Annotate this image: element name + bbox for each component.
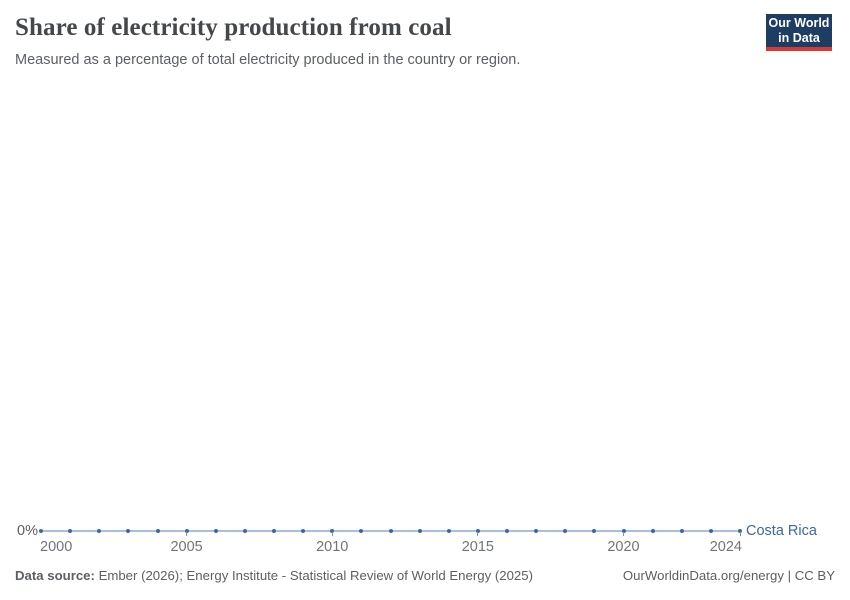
data-point: [621, 529, 626, 533]
page-title: Share of electricity production from coa…: [15, 14, 452, 41]
x-axis-tick-label: 2005: [170, 539, 203, 555]
x-axis-tick-label: 2015: [461, 539, 495, 555]
chart-subtitle: Measured as a percentage of total electr…: [15, 52, 521, 68]
series-label-costa-rica: Costa Rica: [746, 523, 817, 539]
x-axis-tick-mark: [331, 532, 333, 536]
x-axis-tick-mark: [623, 532, 624, 536]
data-point: [184, 529, 189, 533]
data-point: [272, 529, 276, 533]
data-point: [446, 529, 451, 533]
data-point: [97, 529, 102, 533]
data-point: [155, 529, 160, 533]
x-axis-tick-label: 2020: [607, 539, 640, 555]
data-source-text: Ember (2026); Energy Institute - Statist…: [98, 568, 533, 583]
data-point: [388, 529, 393, 533]
data-point: [679, 529, 684, 533]
data-point: [330, 529, 335, 533]
x-axis-tick-label: 2024: [709, 539, 742, 555]
data-point: [213, 529, 218, 533]
data-point: [417, 529, 422, 533]
data-point: [708, 529, 713, 533]
x-axis-tick-mark: [739, 532, 741, 536]
data-point: [39, 529, 43, 533]
data-point: [359, 529, 364, 533]
data-point: [475, 529, 480, 533]
data-point: [68, 529, 73, 533]
x-axis-tick-mark: [477, 532, 479, 536]
data-point: [126, 529, 131, 533]
data-point: [242, 529, 247, 533]
data-point: [650, 529, 655, 533]
y-axis-zero-label: 0%: [17, 523, 38, 539]
owid-logo: Our World in Data: [766, 14, 832, 51]
data-source-label: Data source:: [15, 568, 95, 583]
owid-logo-line1: Our World: [768, 15, 830, 30]
data-point: [534, 529, 539, 533]
data-point: [563, 529, 568, 533]
x-axis-tick-label: 2000: [40, 539, 73, 555]
data-point: [505, 529, 509, 533]
data-point: [592, 529, 597, 533]
x-axis-tick-label: 2010: [316, 539, 349, 555]
data-point: [738, 529, 742, 533]
x-axis-tick-mark: [186, 532, 188, 536]
credit-note: OurWorldinData.org/energy | CC BY: [622, 568, 835, 583]
data-point: [301, 529, 306, 533]
data-source-note: Data source: Ember (2026); Energy Instit…: [15, 568, 533, 583]
owid-logo-line2: in Data: [778, 30, 820, 45]
